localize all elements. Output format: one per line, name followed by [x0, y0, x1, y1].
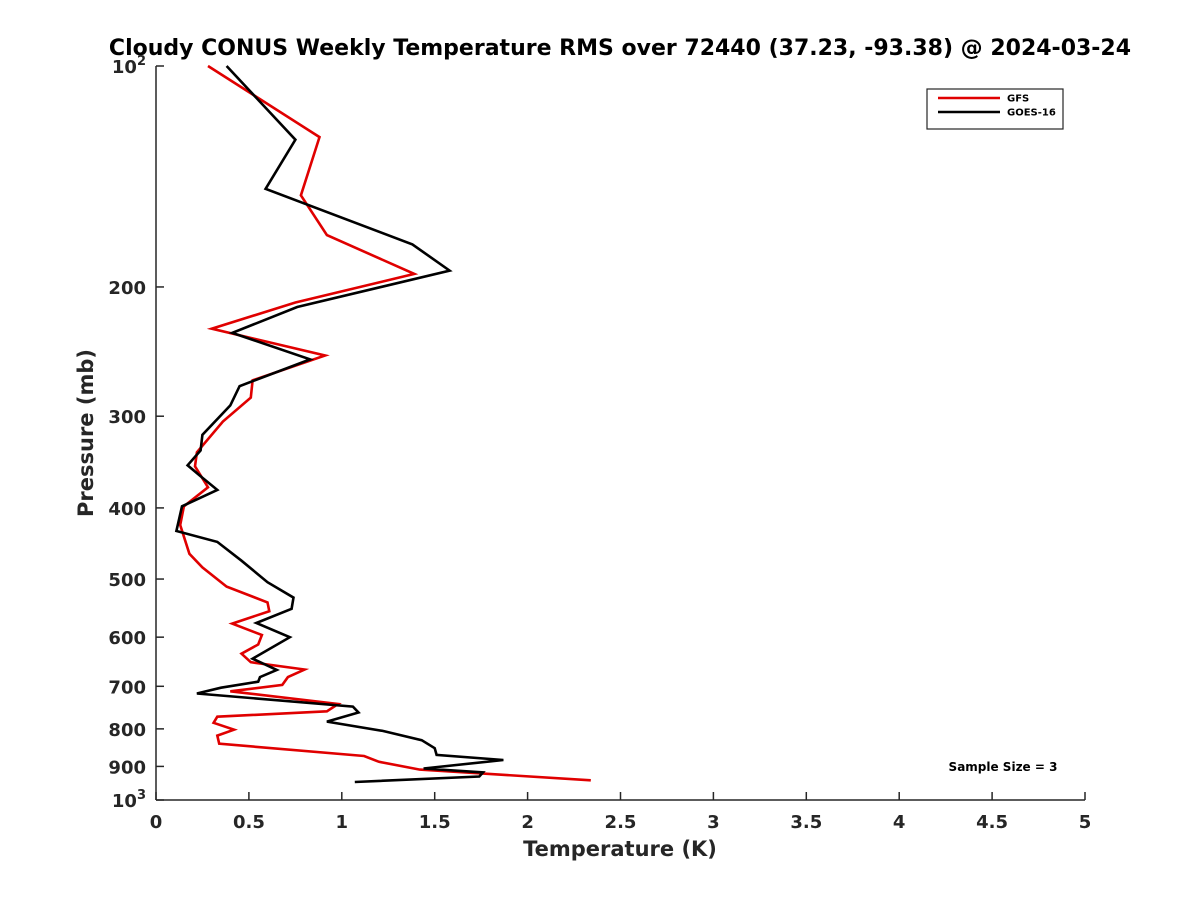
series-line-goes-16: [174, 65, 504, 784]
legend-label-goes-16: GOES-16: [1007, 108, 1056, 119]
x-tick-label: 0: [150, 812, 163, 833]
legend-box: [926, 88, 1064, 130]
plot-area: [155, 66, 1085, 801]
x-axis-label: Temperature (K): [523, 837, 717, 861]
y-tick-label: 700: [108, 677, 146, 698]
x-tick-label: 2.5: [605, 812, 637, 833]
y-tick-label: 600: [108, 628, 146, 649]
x-tick-label: 3: [707, 812, 720, 833]
y-tick-label: 500: [108, 570, 146, 591]
y-tick-label: 400: [108, 499, 146, 520]
legend: GFS GOES-16: [926, 88, 1064, 130]
sample-size-annotation: Sample Size = 3: [949, 760, 1058, 774]
x-tick-label: 4.5: [976, 812, 1008, 833]
series-group: [174, 64, 591, 784]
x-axis: 0 0.5 1 1.5 2 2.5 3 3.5 4 4.5 5: [150, 792, 1092, 833]
y-tick-label: 300: [108, 407, 146, 428]
y-tick-label: 102: [112, 54, 146, 78]
chart-title: Cloudy CONUS Weekly Temperature RMS over…: [109, 36, 1131, 61]
x-tick-label: 1.5: [419, 812, 451, 833]
x-tick-label: 1: [336, 812, 349, 833]
x-tick-label: 4: [893, 812, 906, 833]
y-tick-label: 900: [108, 757, 146, 778]
y-tick-label: 800: [108, 720, 146, 741]
x-tick-label: 3.5: [790, 812, 822, 833]
y-tick-label: 200: [108, 278, 146, 299]
y-tick-label: 103: [112, 788, 146, 812]
y-axis-label: Pressure (mb): [74, 349, 98, 517]
x-tick-label: 5: [1079, 812, 1092, 833]
y-axis: 102 200 300 400 500 600 700 800 900 103: [108, 54, 164, 812]
series-line-gfs: [178, 64, 591, 782]
legend-label-gfs: GFS: [1007, 94, 1029, 105]
x-tick-label: 2: [521, 812, 534, 833]
x-tick-label: 0.5: [233, 812, 265, 833]
